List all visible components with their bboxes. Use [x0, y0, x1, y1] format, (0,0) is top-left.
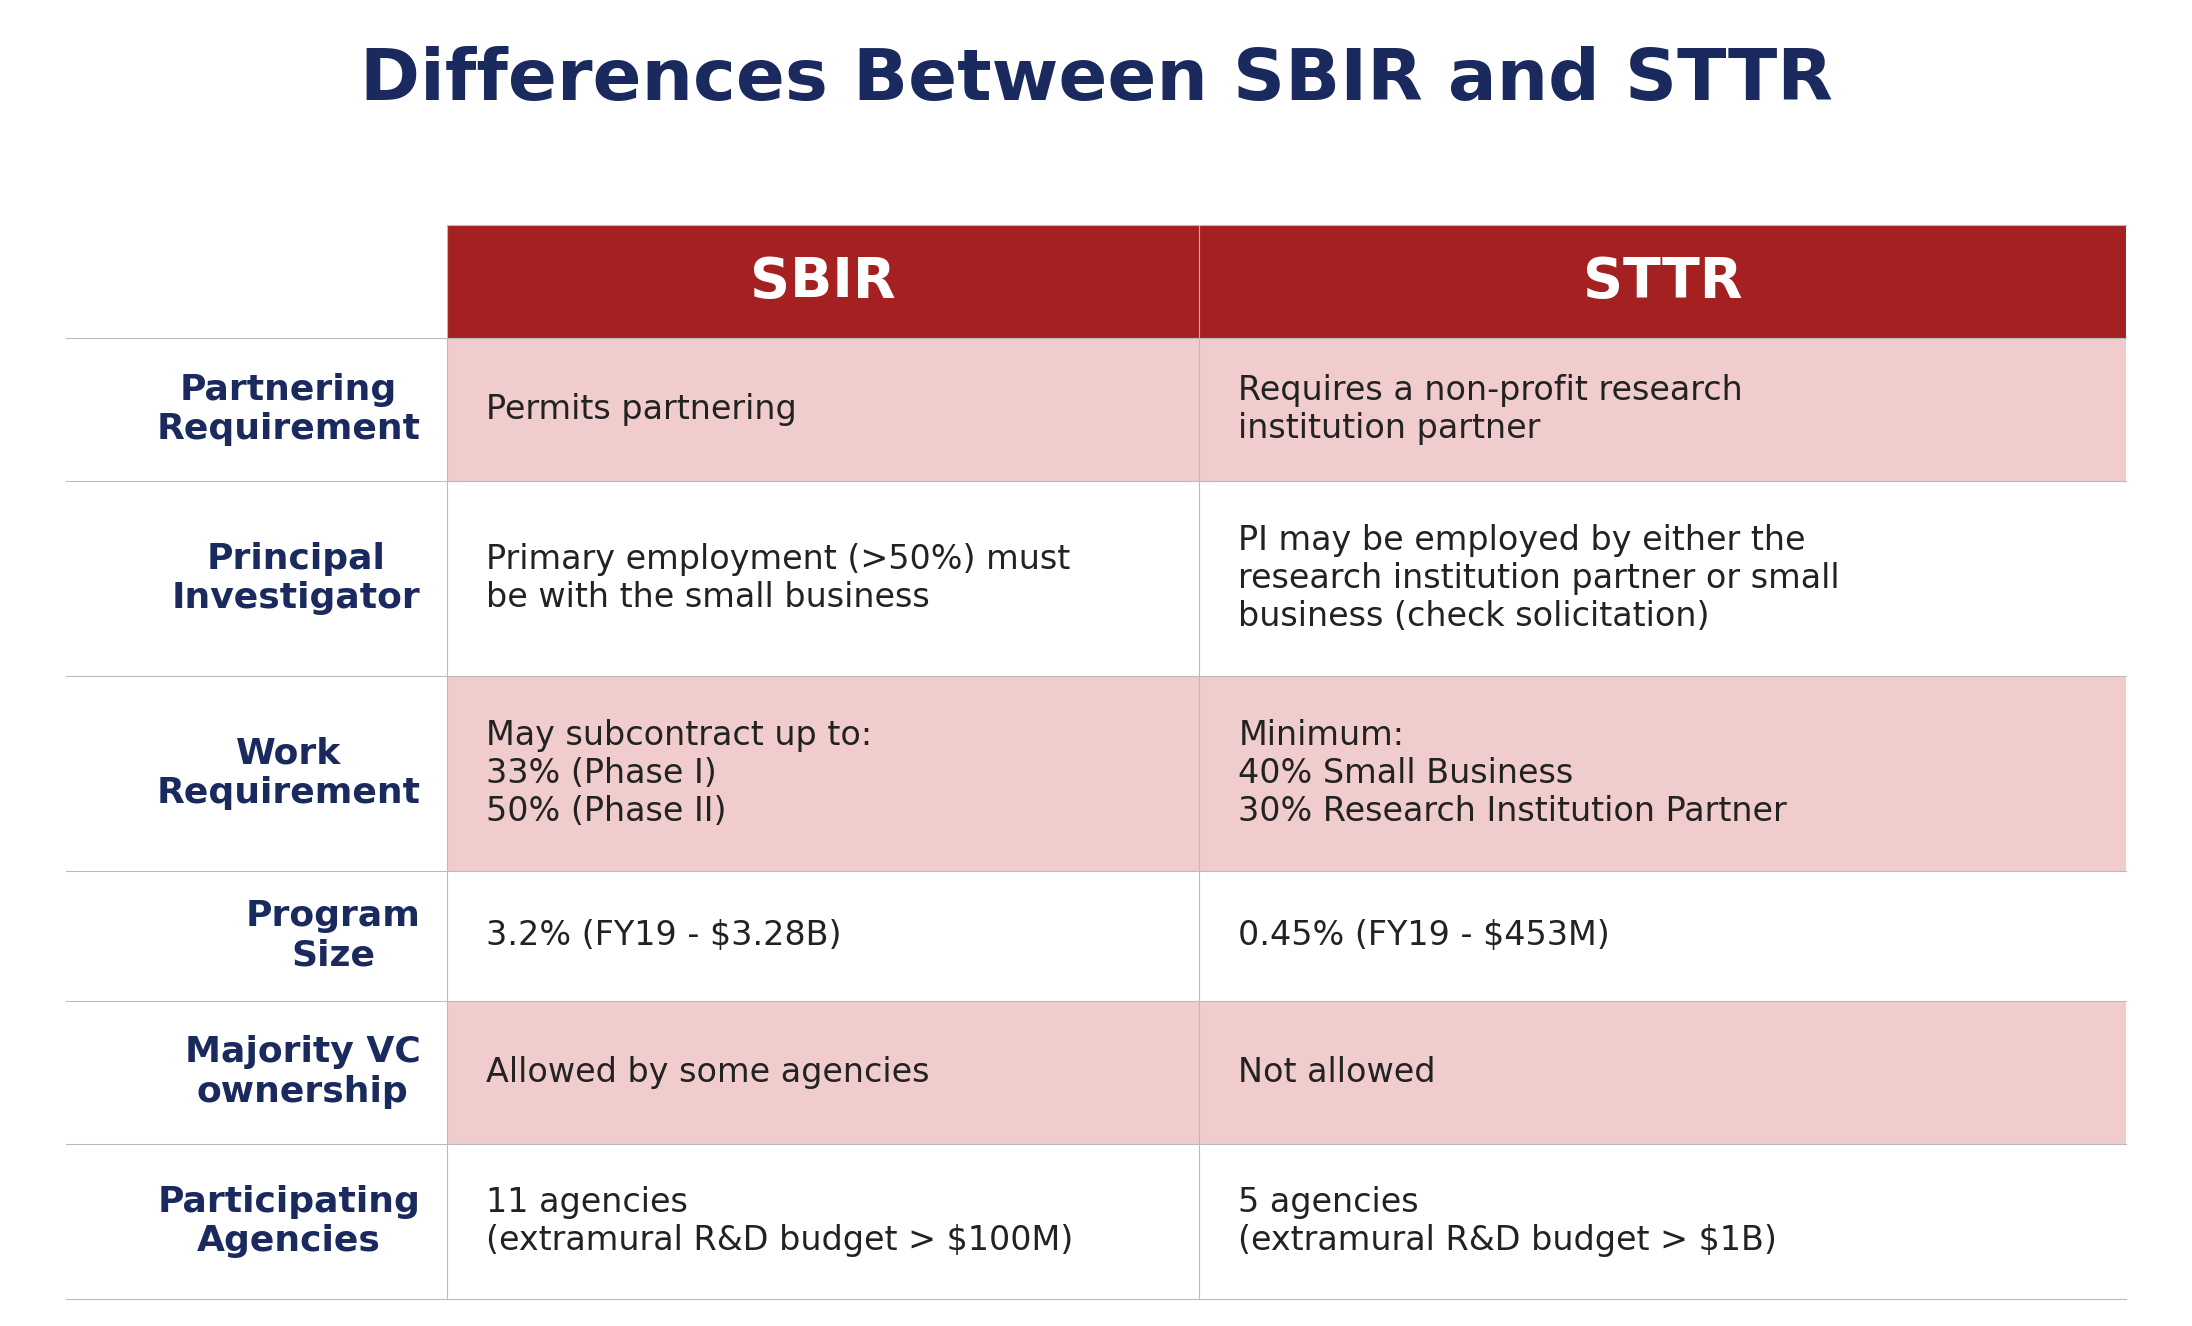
Text: 3.2% (FY19 - $3.28B): 3.2% (FY19 - $3.28B): [487, 919, 842, 952]
Text: Minimum:
40% Small Business
30% Research Institution Partner: Minimum: 40% Small Business 30% Research…: [1238, 719, 1786, 827]
Bar: [447, 1143, 1199, 1299]
Bar: [1199, 338, 2126, 481]
Text: Requires a non-profit research
institution partner: Requires a non-profit research instituti…: [1238, 374, 1743, 446]
Text: Principal
Investigator: Principal Investigator: [171, 542, 421, 615]
Bar: [66, 676, 447, 871]
Bar: [66, 1001, 447, 1143]
Text: 11 agencies
(extramural R&D budget > $100M): 11 agencies (extramural R&D budget > $10…: [487, 1185, 1074, 1257]
Text: Partnering
Requirement: Partnering Requirement: [156, 373, 421, 447]
Bar: [447, 676, 1199, 871]
Text: PI may be employed by either the
research institution partner or small
business : PI may be employed by either the researc…: [1238, 524, 1839, 634]
Bar: [1199, 871, 2126, 1001]
Text: 5 agencies
(extramural R&D budget > $1B): 5 agencies (extramural R&D budget > $1B): [1238, 1185, 1778, 1257]
Text: Allowed by some agencies: Allowed by some agencies: [487, 1055, 929, 1089]
Bar: [1199, 1143, 2126, 1299]
Text: Permits partnering: Permits partnering: [487, 392, 798, 426]
Text: SBIR: SBIR: [750, 255, 897, 309]
Bar: [1199, 1001, 2126, 1143]
Bar: [66, 338, 447, 481]
Bar: [447, 1001, 1199, 1143]
Text: STTR: STTR: [1583, 255, 1743, 309]
Bar: [66, 1143, 447, 1299]
Bar: [1199, 225, 2126, 338]
Bar: [447, 338, 1199, 481]
Bar: [447, 481, 1199, 676]
Text: May subcontract up to:
33% (Phase I)
50% (Phase II): May subcontract up to: 33% (Phase I) 50%…: [487, 719, 872, 827]
Bar: [1199, 481, 2126, 676]
Bar: [66, 481, 447, 676]
Bar: [66, 871, 447, 1001]
Text: Participating
Agencies: Participating Agencies: [158, 1185, 421, 1258]
Text: 0.45% (FY19 - $453M): 0.45% (FY19 - $453M): [1238, 919, 1611, 952]
Text: Not allowed: Not allowed: [1238, 1055, 1436, 1089]
Text: Program
Size: Program Size: [246, 899, 421, 972]
Text: Primary employment (>50%) must
be with the small business: Primary employment (>50%) must be with t…: [487, 542, 1070, 614]
Bar: [447, 225, 1199, 338]
Bar: [66, 225, 447, 338]
Bar: [1199, 676, 2126, 871]
Bar: [447, 871, 1199, 1001]
Text: Differences Between SBIR and STTR: Differences Between SBIR and STTR: [359, 46, 1833, 115]
Text: Work
Requirement: Work Requirement: [156, 737, 421, 810]
Text: Majority VC
ownership: Majority VC ownership: [184, 1036, 421, 1109]
